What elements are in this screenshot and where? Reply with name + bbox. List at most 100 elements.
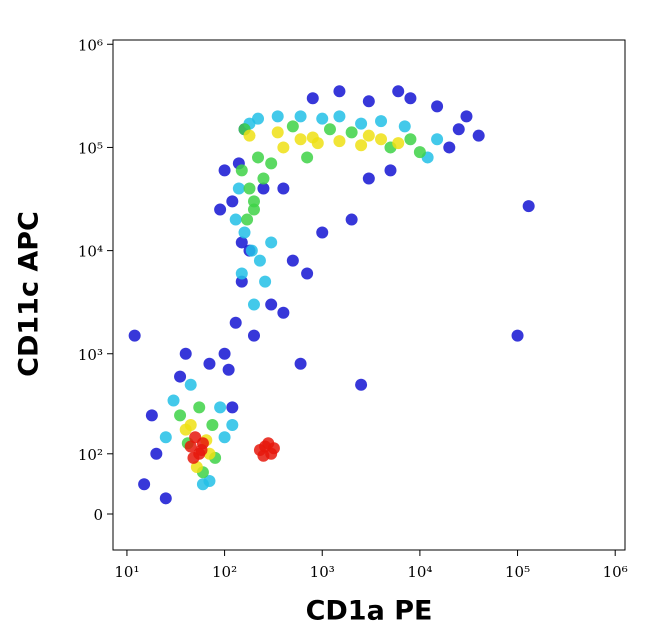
point <box>167 394 180 407</box>
point <box>384 164 397 177</box>
point <box>413 146 426 159</box>
point <box>362 95 375 108</box>
point <box>243 129 256 142</box>
point <box>271 126 284 139</box>
x-axis-label: CD1a PE <box>306 596 433 627</box>
point <box>174 370 187 383</box>
point <box>452 123 465 136</box>
y-tick-label: 10² <box>78 446 103 464</box>
point <box>431 100 444 113</box>
point <box>294 110 307 123</box>
point <box>271 110 284 123</box>
y-tick-label: 10⁵ <box>78 139 103 157</box>
point <box>226 419 239 432</box>
point <box>218 431 231 444</box>
point <box>277 306 290 319</box>
point <box>229 213 242 226</box>
point <box>522 200 535 213</box>
point <box>257 449 270 462</box>
point <box>392 137 405 150</box>
y-tick-label: 10⁶ <box>78 36 103 54</box>
point <box>333 110 346 123</box>
point <box>472 129 485 142</box>
point <box>398 120 411 133</box>
point <box>259 275 272 288</box>
point <box>277 182 290 195</box>
point <box>316 112 329 125</box>
point <box>226 195 239 208</box>
point <box>218 164 231 177</box>
point <box>184 378 197 391</box>
point <box>267 442 280 455</box>
point <box>187 451 200 464</box>
point <box>404 92 417 105</box>
point <box>196 478 209 491</box>
point <box>345 213 358 226</box>
point <box>138 478 151 491</box>
x-tick-label: 10¹ <box>114 563 139 581</box>
point <box>316 226 329 239</box>
point <box>128 329 141 342</box>
point <box>159 431 172 444</box>
point <box>247 329 260 342</box>
point <box>301 267 314 280</box>
point <box>203 357 216 370</box>
point <box>355 378 368 391</box>
y-axis-label: CD11c APC <box>14 211 45 377</box>
point <box>294 357 307 370</box>
point <box>206 419 219 432</box>
point <box>362 129 375 142</box>
point <box>375 115 388 128</box>
point <box>375 133 388 146</box>
point <box>511 329 524 342</box>
point <box>277 141 290 154</box>
plot-frame <box>112 39 626 551</box>
point <box>218 347 231 360</box>
point <box>226 401 239 414</box>
x-tick-label: 10⁶ <box>603 563 628 581</box>
point <box>333 135 346 148</box>
point <box>243 182 256 195</box>
point <box>214 203 227 216</box>
point <box>286 254 299 267</box>
point <box>443 141 456 154</box>
point <box>301 151 314 164</box>
point <box>150 447 163 460</box>
y-tick-label: 0 <box>93 506 103 524</box>
point <box>333 85 346 98</box>
point <box>306 131 319 144</box>
point <box>159 492 172 505</box>
point <box>174 409 187 422</box>
point <box>247 195 260 208</box>
point <box>252 151 265 164</box>
point <box>193 401 206 414</box>
point <box>179 347 192 360</box>
point <box>392 85 405 98</box>
point <box>431 133 444 146</box>
point <box>265 157 278 170</box>
point <box>355 139 368 152</box>
point <box>362 172 375 185</box>
point <box>232 182 245 195</box>
point <box>404 133 417 146</box>
point <box>214 401 227 414</box>
x-tick-label: 10² <box>212 563 237 581</box>
point <box>286 120 299 133</box>
point <box>184 440 197 453</box>
y-tick-label: 10³ <box>78 346 103 364</box>
point <box>238 226 251 239</box>
point <box>229 316 242 329</box>
point <box>190 461 203 474</box>
point <box>253 254 266 267</box>
point <box>241 213 254 226</box>
point <box>460 110 473 123</box>
point <box>222 363 235 376</box>
point <box>265 236 278 249</box>
point <box>257 182 270 195</box>
point <box>245 244 258 257</box>
point <box>247 298 260 311</box>
point <box>306 92 319 105</box>
point <box>235 267 248 280</box>
